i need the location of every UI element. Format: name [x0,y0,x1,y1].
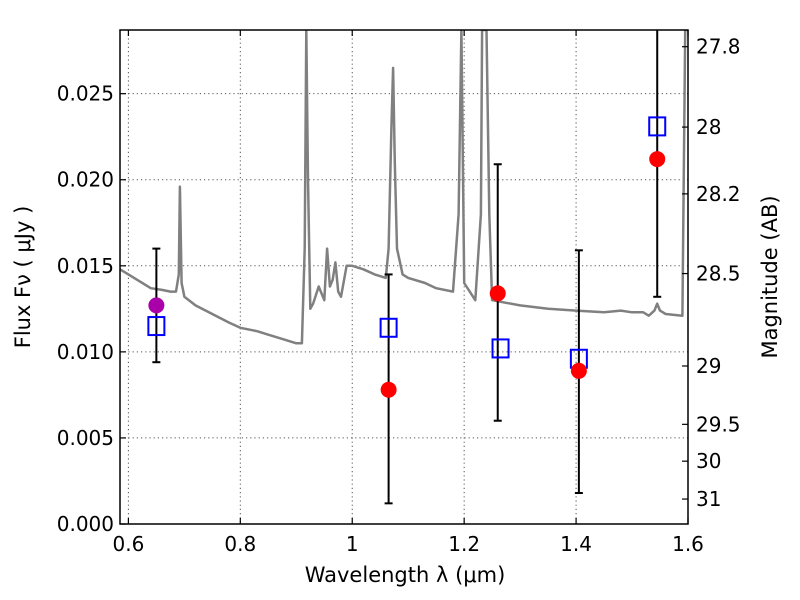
model-photometry-marker [147,316,166,337]
x-tick-label: 0.8 [224,532,256,556]
plot-area [120,30,688,505]
y-tick-label: 0.005 [57,426,114,450]
x-tick-label: 0.6 [112,532,144,556]
y-axis-title: Flux Fν ( μJy ) [11,206,35,349]
x-axis-title: Wavelength λ (μm) [305,563,506,587]
observed-flux-marker [380,381,397,398]
right-tick-label: 27.8 [696,35,741,59]
x-tick-label: 1 [346,532,359,556]
y-tick-label: 0.015 [57,254,114,278]
plot-frame [119,29,689,525]
axes: 0.6 0.8 1 1.2 1.4 1.6 0.000 0.005 0.010 0.015 0.02… [57,30,741,556]
x-tick-label: 1.2 [448,532,480,556]
y-tick-label: 0.000 [57,512,114,536]
right-tick-label: 28 [696,115,721,139]
model-photometry-marker [648,116,667,137]
right-tick-label: 28.2 [696,182,741,206]
observed-flux-marker [489,285,506,302]
model-photometry-marker [379,317,398,338]
x-tick-label: 1.4 [560,532,592,556]
model-photometry-marker [491,338,510,359]
y-tick-label: 0.010 [57,340,114,364]
y-axis-right-title: Magnitude (AB) [758,195,782,358]
right-tick-label: 28.5 [696,262,741,286]
x-tick-label: 1.6 [672,532,704,556]
observed-flux-marker [148,297,165,314]
y-tick-label: 0.025 [57,82,114,106]
right-tick-label: 29 [696,354,721,378]
right-tick-label: 30 [696,449,721,473]
spectrum-line [120,30,688,345]
y-tick-label: 0.020 [57,168,114,192]
right-tick-label: 31 [696,487,721,511]
right-tick-label: 29.5 [696,412,741,436]
observed-flux-marker [649,151,666,168]
observed-flux-marker [570,362,587,379]
